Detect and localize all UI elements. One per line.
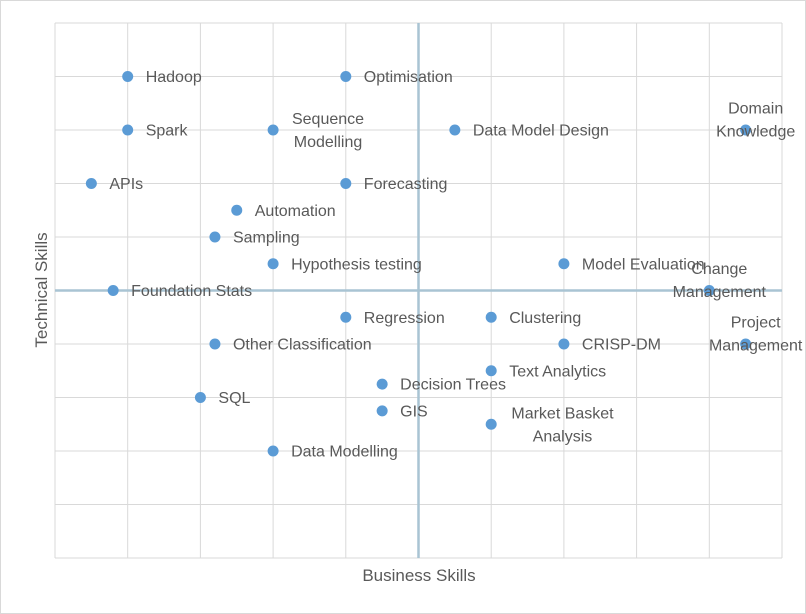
data-point <box>340 311 352 323</box>
data-point <box>267 124 279 136</box>
data-point <box>122 124 134 136</box>
point-label: GIS <box>400 403 428 420</box>
point-label: Data Model Design <box>473 123 609 140</box>
point-label: Regression <box>364 310 445 327</box>
point-label: Data Modelling <box>291 444 398 461</box>
point-label: Optimisation <box>364 69 453 86</box>
point-label: Domain Knowledge <box>716 101 795 141</box>
data-point <box>703 285 715 296</box>
data-point <box>209 231 221 243</box>
point-labels: Hadoop Optimisation Spark Sequence Modelling… <box>109 69 803 461</box>
point-label: Model Evaluation <box>582 256 705 273</box>
point-label: Sequence Modelling <box>292 111 364 151</box>
data-point <box>376 405 388 417</box>
y-axis-title: Technical Skills <box>32 232 51 347</box>
reference-lines <box>55 23 782 558</box>
data-point <box>740 338 752 350</box>
data-points <box>85 71 752 457</box>
data-point <box>558 338 570 350</box>
data-point <box>558 258 570 270</box>
data-point <box>340 71 352 82</box>
data-point <box>231 204 243 216</box>
point-label: SQL <box>218 390 250 407</box>
point-label: Market Basket Analysis <box>511 405 614 445</box>
data-point <box>340 178 352 189</box>
point-label: Project Management <box>709 315 803 355</box>
point-label: Forecasting <box>364 176 448 193</box>
data-point <box>449 124 461 136</box>
point-label: APIs <box>109 176 143 193</box>
point-label: Clustering <box>509 310 581 327</box>
point-label: Hadoop <box>146 69 202 86</box>
point-label: Automation <box>255 203 336 220</box>
point-label: Other Classification <box>233 337 372 354</box>
point-label: Sampling <box>233 230 300 247</box>
data-point <box>122 71 134 82</box>
data-point <box>740 124 752 136</box>
data-point <box>267 445 279 457</box>
point-label: Change Management <box>673 261 767 301</box>
point-label: Decision Trees <box>400 377 506 394</box>
data-point <box>209 338 221 350</box>
data-point <box>107 285 119 296</box>
data-point <box>194 392 206 403</box>
x-axis-title: Business Skills <box>362 566 475 585</box>
data-point <box>485 311 497 323</box>
point-label: CRISP-DM <box>582 337 661 354</box>
data-point <box>85 178 97 189</box>
data-point <box>267 258 279 270</box>
data-point <box>376 378 388 390</box>
point-label: Spark <box>146 123 189 140</box>
data-point <box>485 365 497 377</box>
point-label: Foundation Stats <box>131 283 252 300</box>
data-point <box>485 418 497 430</box>
point-label: Hypothesis testing <box>291 256 422 273</box>
point-label: Text Analytics <box>509 363 606 380</box>
